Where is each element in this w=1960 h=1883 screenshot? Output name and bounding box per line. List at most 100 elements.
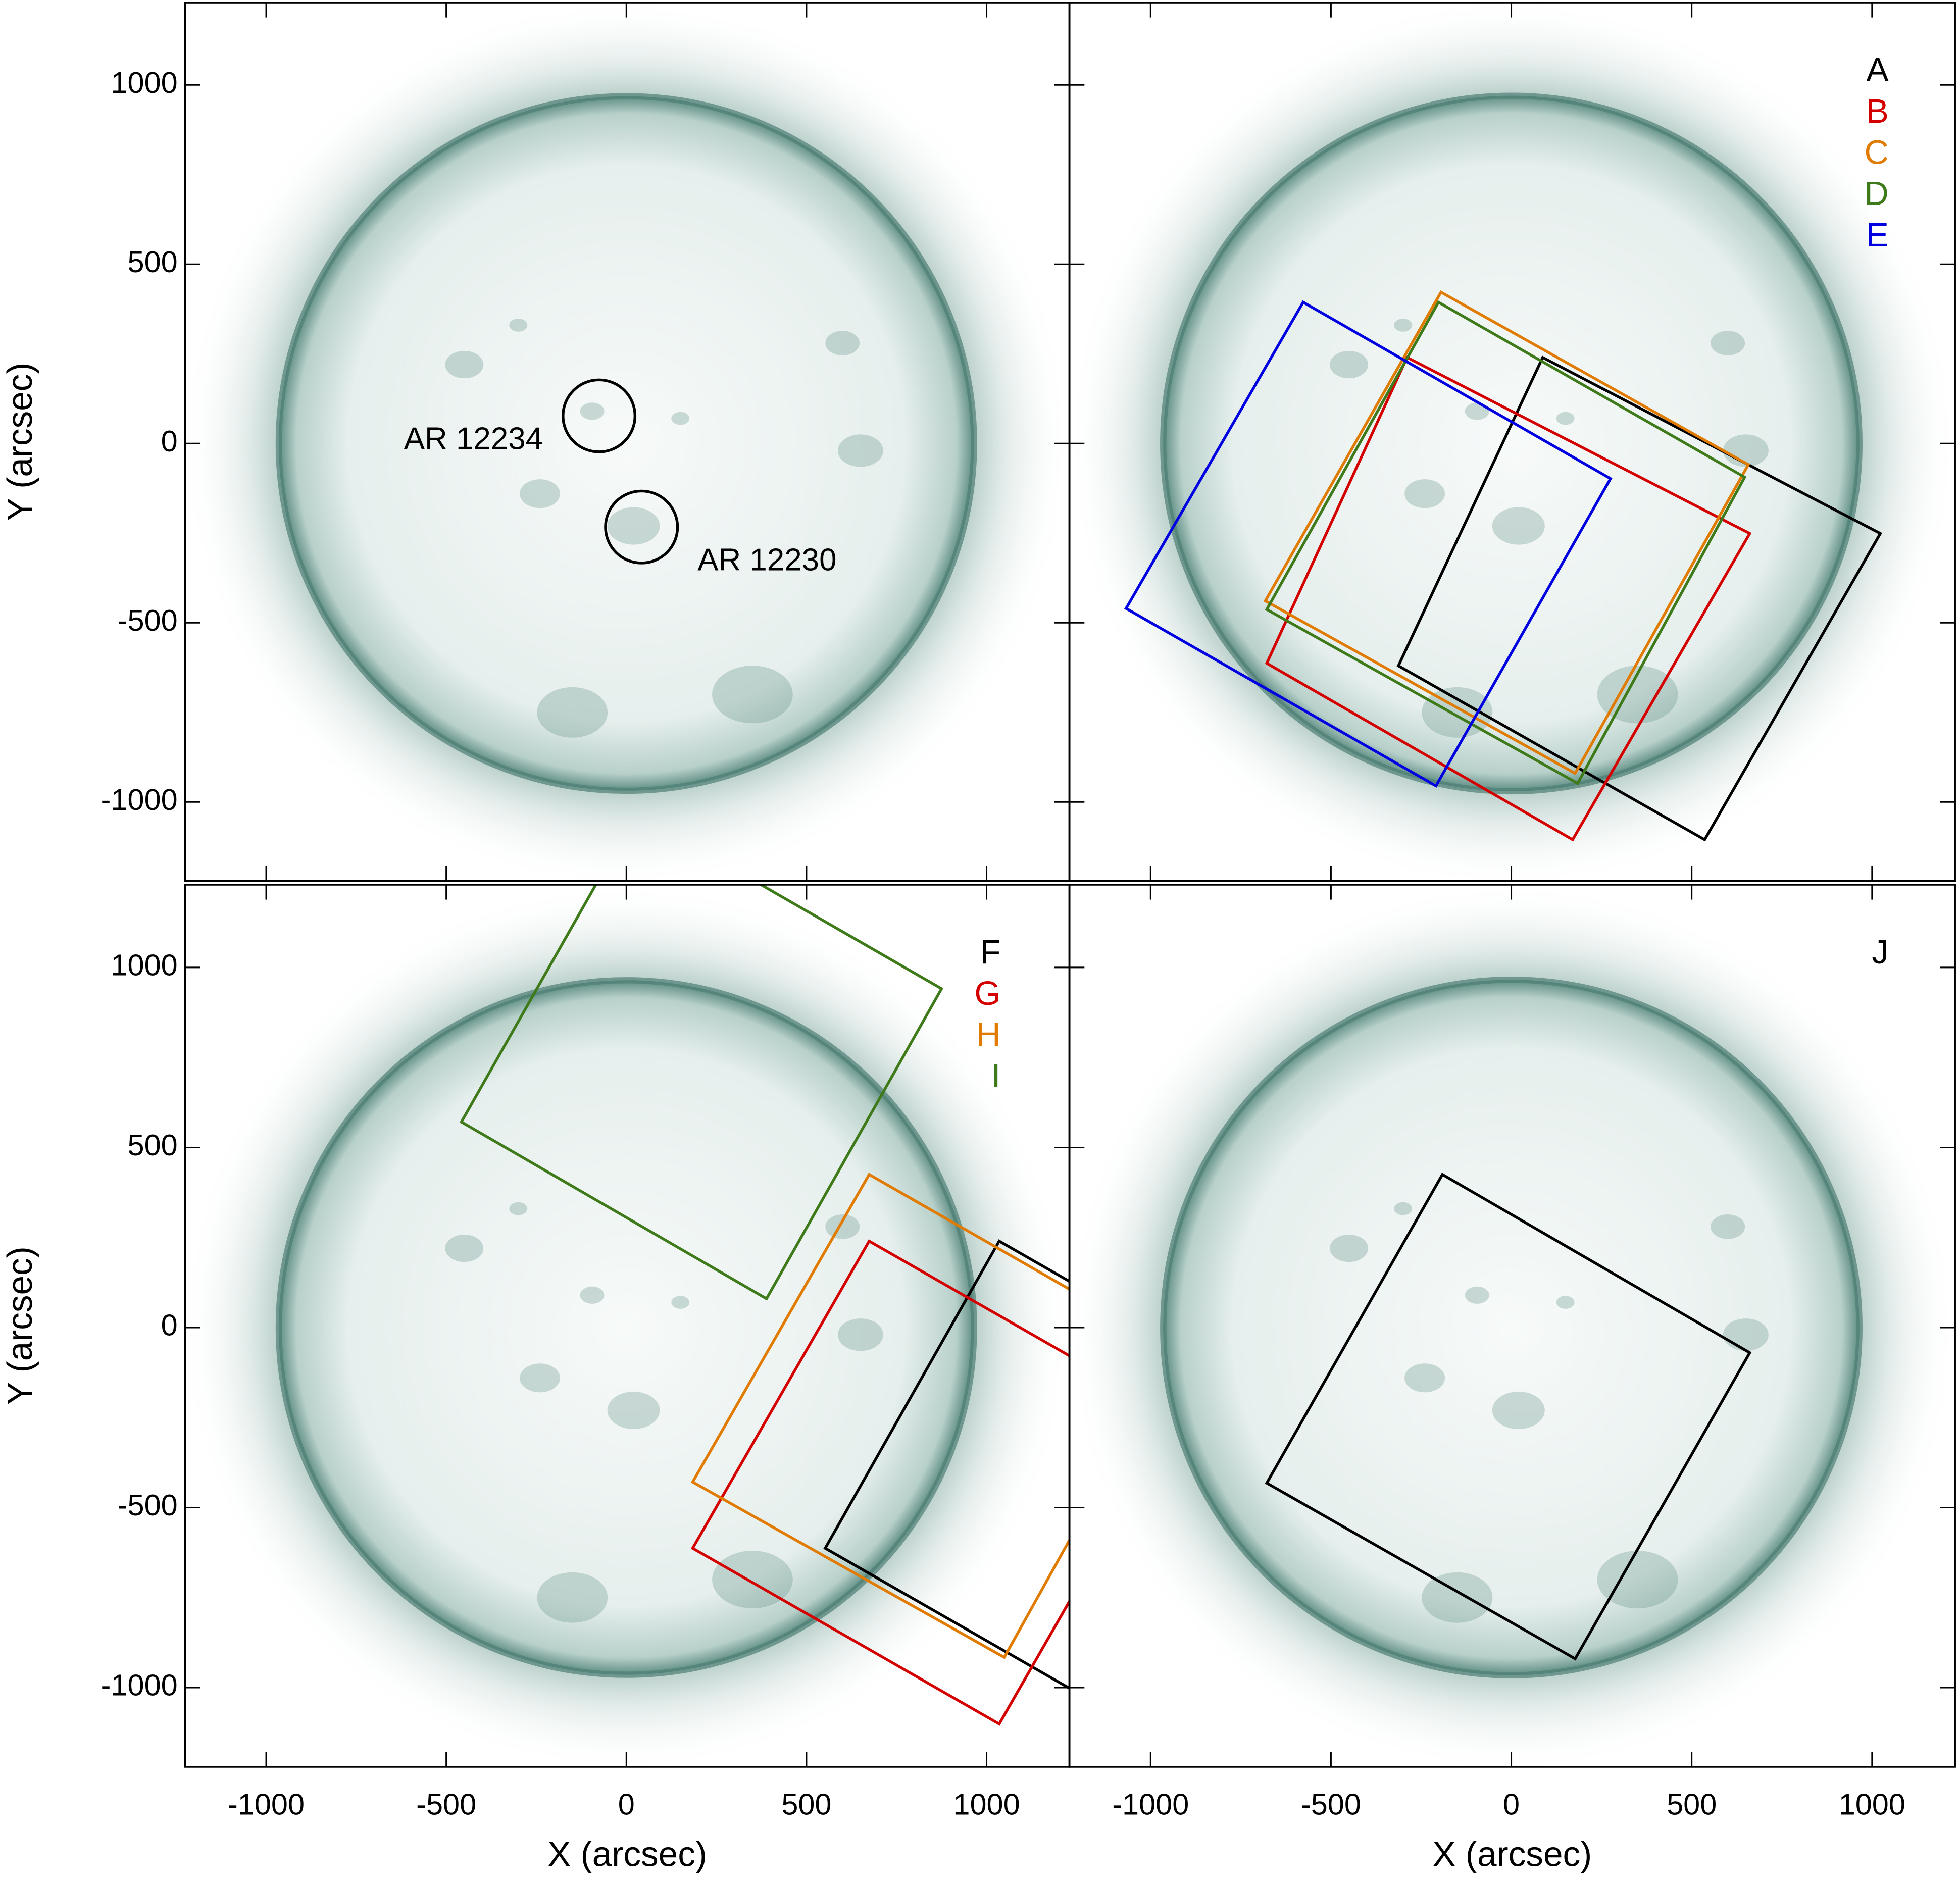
- solar-feature: [837, 1318, 883, 1351]
- legend-entry: C: [1865, 134, 1889, 172]
- fov-box: [1265, 1173, 1752, 1661]
- solar-feature: [1723, 1318, 1769, 1351]
- solar-feature: [509, 319, 528, 332]
- solar-disk: [1163, 95, 1860, 791]
- axes-frame: [1068, 884, 1956, 1768]
- x-tick-label: -500: [416, 1788, 476, 1821]
- plot-area: [185, 884, 1070, 1767]
- solar-feature: [712, 666, 793, 724]
- x-tick-label: -1000: [1112, 1788, 1189, 1821]
- y-tick-label: 500: [128, 1128, 178, 1162]
- plot-area: [1069, 884, 1955, 1767]
- x-tick-label: -1000: [228, 1788, 305, 1821]
- x-tick-label: -500: [1301, 1788, 1361, 1821]
- panel: J -1000 -500 0 500 1000 X (arcsec): [1068, 884, 1956, 1873]
- solar-feature: [580, 402, 605, 420]
- y-tick-label: 500: [128, 245, 178, 279]
- solar-feature: [1465, 402, 1489, 420]
- axes-frame: [1068, 2, 1956, 882]
- plot-area: [185, 2, 1070, 881]
- solar-limb: [1160, 977, 1863, 1678]
- x-tick-label: 500: [781, 1788, 831, 1821]
- solar-feature: [837, 434, 883, 467]
- y-tick-label: -1000: [101, 1668, 178, 1702]
- x-tick-label: 1000: [953, 1788, 1020, 1821]
- legend-entry: E: [1866, 216, 1889, 254]
- legend-entry: B: [1866, 92, 1889, 130]
- fov-box: [690, 1239, 1070, 1726]
- legend-entry: A: [1866, 51, 1889, 89]
- y-axis-label: Y (arcsec): [0, 1246, 39, 1405]
- solar-feature: [537, 687, 608, 738]
- region-circle: [562, 378, 637, 453]
- solar-feature: [1556, 412, 1575, 425]
- solar-feature: [825, 1214, 860, 1239]
- y-tick-label: 1000: [111, 66, 177, 99]
- fov-box: [690, 1173, 1070, 1659]
- legend-entry: G: [974, 975, 1000, 1012]
- fov-box: [1124, 300, 1613, 788]
- fov-box: [823, 1239, 1070, 1690]
- x-axis-label: X (arcsec): [547, 1834, 707, 1873]
- y-tick-label: 0: [161, 424, 178, 458]
- solar-feature: [671, 1296, 690, 1309]
- solar-feature: [445, 350, 484, 379]
- x-tick-label: 1000: [1839, 1788, 1905, 1821]
- solar-feature: [1404, 1363, 1445, 1393]
- legend-entry: H: [976, 1015, 1000, 1053]
- solar-feature: [1394, 1202, 1413, 1215]
- solar-feature: [1711, 1214, 1745, 1239]
- solar-feature: [520, 479, 561, 508]
- legend-entry: I: [991, 1057, 1001, 1095]
- solar-disk: [1163, 980, 1860, 1675]
- fov-box: [1265, 355, 1752, 842]
- solar-feature: [825, 331, 860, 355]
- fov-box: [459, 884, 944, 1301]
- y-tick-label: 1000: [111, 948, 177, 982]
- legend-entry: J: [1872, 933, 1888, 971]
- legend-entry: F: [980, 933, 1001, 971]
- solar-feature: [1492, 1391, 1545, 1430]
- solar-feature: [1404, 479, 1445, 508]
- solar-feature: [1330, 1234, 1369, 1262]
- x-tick-label: 0: [1503, 1788, 1520, 1821]
- solar-feature: [1492, 507, 1545, 545]
- y-tick-label: 0: [161, 1308, 178, 1342]
- x-axis-label: X (arcsec): [1432, 1834, 1592, 1873]
- y-tick-label: -1000: [101, 783, 178, 817]
- fov-box: [1396, 355, 1883, 842]
- fov-box: [1265, 300, 1747, 786]
- legend-entry: D: [1865, 175, 1889, 213]
- solar-feature: [520, 1363, 561, 1393]
- solar-feature: [509, 1202, 528, 1215]
- solar-feature: [671, 412, 690, 425]
- panel: AR 12234 AR 12230 -1000 -500 0 500 1000 Y (arcs…: [0, 2, 1071, 882]
- region-circle: [604, 489, 679, 565]
- solar-feature: [607, 507, 660, 545]
- region-label: AR 12230: [697, 542, 836, 577]
- solar-disk: [278, 96, 974, 791]
- solar-disk: [278, 980, 974, 1675]
- solar-limb: [275, 93, 977, 794]
- solar-feature: [607, 1391, 660, 1430]
- solar-limb: [1160, 92, 1863, 795]
- fov-box: [1263, 290, 1750, 776]
- solar-feature: [1597, 1551, 1678, 1609]
- x-tick-label: 0: [618, 1788, 635, 1821]
- solar-limb: [275, 977, 977, 1678]
- plot-area: [1069, 2, 1955, 881]
- solar-feature: [580, 1286, 605, 1304]
- region-label: AR 12234: [404, 421, 543, 456]
- solar-feature: [1556, 1296, 1575, 1309]
- solar-feature: [1422, 1572, 1493, 1623]
- y-tick-label: -500: [118, 603, 178, 637]
- x-tick-label: 500: [1667, 1788, 1717, 1821]
- solar-feature: [445, 1235, 484, 1262]
- solar-feature: [1330, 350, 1369, 379]
- solar-feature: [1394, 319, 1413, 332]
- y-tick-label: -500: [118, 1488, 178, 1522]
